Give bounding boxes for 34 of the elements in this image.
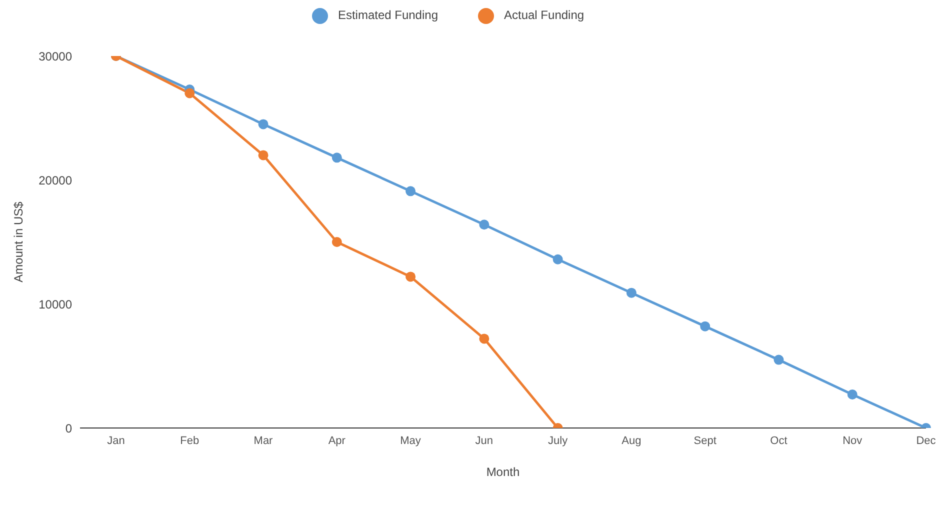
y-tick-label: 0 [65, 421, 72, 436]
y-axis-title: Amount in US$ [11, 201, 26, 282]
y-tick-label: 10000 [38, 297, 72, 312]
point [406, 272, 416, 282]
x-axis-title: Month [486, 465, 520, 479]
point [184, 88, 195, 98]
point [258, 119, 268, 130]
y-tick-label: 20000 [38, 173, 72, 188]
x-tick-label: Nov [842, 434, 863, 447]
y-tick-label: 30000 [38, 49, 72, 64]
x-tick-label: Feb [180, 434, 200, 447]
x-tick-label: Dec [916, 434, 936, 447]
legend-label: Estimated Funding [338, 8, 438, 22]
x-tick-label: Aug [622, 434, 642, 447]
point [479, 334, 490, 344]
point [406, 186, 416, 196]
point [332, 237, 342, 247]
point [258, 150, 268, 160]
x-tick-label: Sept [694, 434, 716, 447]
x-tick-label: July [548, 434, 568, 447]
point [552, 254, 563, 264]
point [332, 152, 342, 163]
point [847, 390, 858, 400]
legend-label: Actual Funding [504, 8, 584, 22]
point [774, 354, 784, 365]
x-tick-label: Mar [254, 434, 274, 447]
x-tick-label: May [400, 434, 422, 447]
x-tick-label: Oct [770, 434, 788, 447]
point [626, 288, 636, 298]
x-tick-label: Jun [475, 434, 494, 447]
point [479, 220, 490, 230]
point [700, 321, 710, 332]
x-tick-label: Jan [107, 434, 125, 447]
x-tick-label: Apr [328, 434, 346, 447]
